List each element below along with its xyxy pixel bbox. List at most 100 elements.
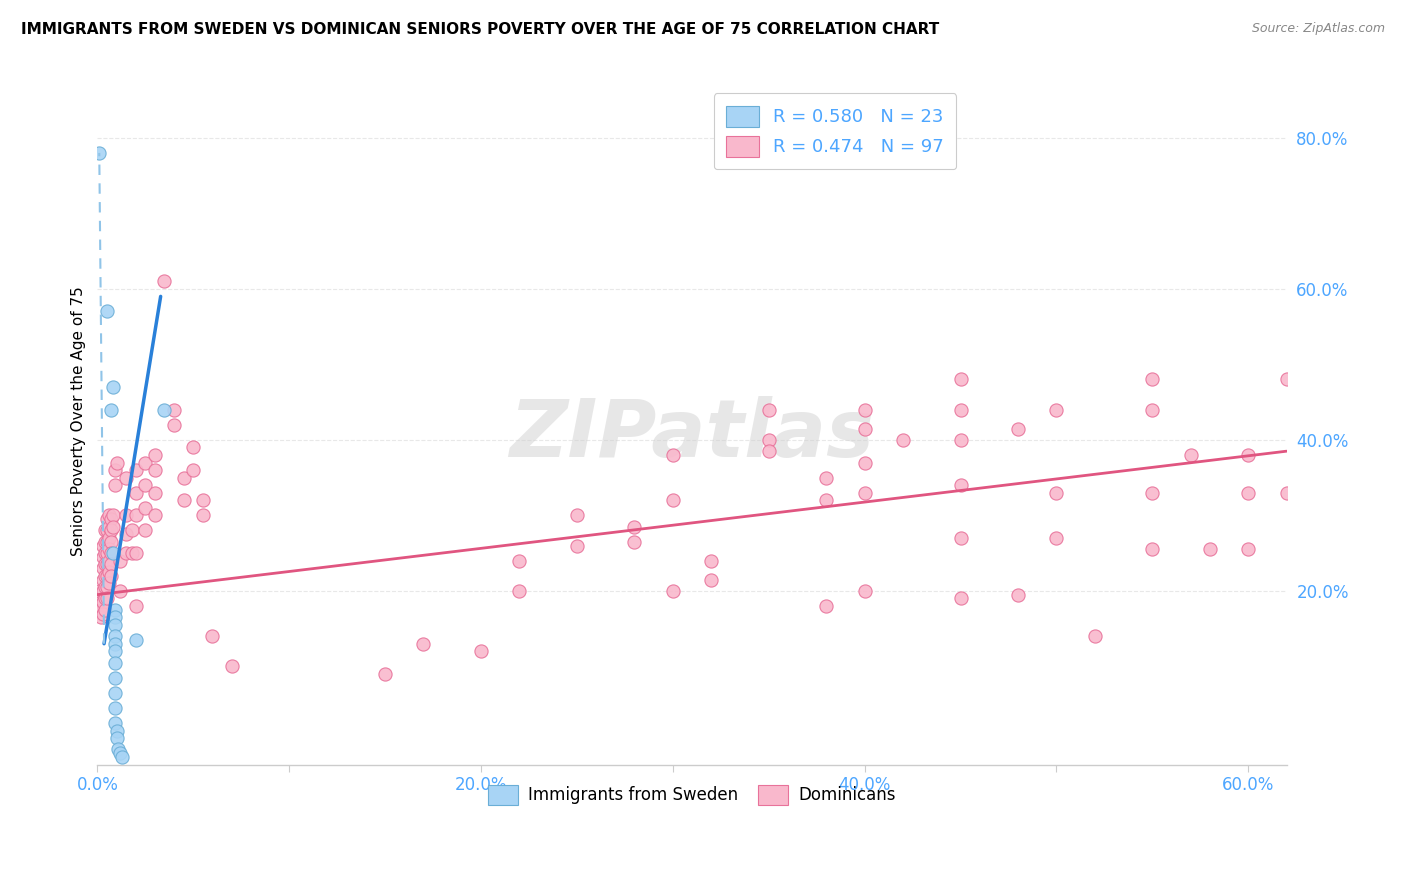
- Point: [1199, 542, 1222, 557]
- Point: [97, 519, 120, 533]
- Point: [1237, 542, 1260, 557]
- Point: [105, 723, 128, 738]
- Point: [758, 433, 780, 447]
- Point: [143, 463, 166, 477]
- Point: [125, 508, 148, 523]
- Point: [163, 417, 186, 432]
- Point: [104, 629, 127, 643]
- Point: [105, 731, 128, 745]
- Point: [104, 603, 127, 617]
- Legend: Immigrants from Sweden, Dominicans: Immigrants from Sweden, Dominicans: [478, 775, 905, 814]
- Point: [470, 644, 492, 658]
- Point: [949, 402, 972, 417]
- Point: [97, 508, 120, 523]
- Point: [89, 145, 111, 160]
- Point: [104, 656, 127, 670]
- Point: [104, 463, 127, 477]
- Point: [94, 580, 117, 594]
- Point: [853, 402, 876, 417]
- Point: [107, 742, 129, 756]
- Point: [97, 542, 120, 557]
- Point: [949, 478, 972, 492]
- Point: [374, 667, 396, 681]
- Point: [1275, 372, 1298, 386]
- Point: [101, 380, 124, 394]
- Point: [1007, 588, 1029, 602]
- Point: [101, 508, 124, 523]
- Point: [143, 448, 166, 462]
- Point: [815, 470, 838, 484]
- Point: [110, 554, 132, 568]
- Point: [815, 493, 838, 508]
- Point: [97, 554, 120, 568]
- Point: [104, 686, 127, 700]
- Point: [110, 583, 132, 598]
- Point: [173, 493, 195, 508]
- Point: [134, 524, 156, 538]
- Point: [623, 519, 645, 533]
- Point: [104, 701, 127, 715]
- Point: [125, 463, 148, 477]
- Point: [163, 402, 186, 417]
- Point: [1045, 485, 1067, 500]
- Point: [700, 554, 723, 568]
- Point: [949, 591, 972, 606]
- Point: [1333, 467, 1355, 481]
- Point: [201, 629, 224, 643]
- Point: [181, 463, 204, 477]
- Point: [100, 546, 122, 560]
- Point: [191, 493, 214, 508]
- Point: [125, 546, 148, 560]
- Point: [104, 610, 127, 624]
- Point: [623, 534, 645, 549]
- Point: [662, 493, 685, 508]
- Point: [115, 508, 138, 523]
- Point: [94, 591, 117, 606]
- Point: [1142, 542, 1164, 557]
- Point: [94, 546, 117, 560]
- Point: [104, 644, 127, 658]
- Point: [90, 603, 112, 617]
- Point: [115, 527, 138, 541]
- Point: [91, 573, 114, 587]
- Point: [90, 610, 112, 624]
- Point: [101, 546, 124, 560]
- Point: [121, 546, 143, 560]
- Point: [104, 671, 127, 685]
- Point: [96, 558, 118, 572]
- Point: [105, 456, 128, 470]
- Point: [949, 531, 972, 545]
- Point: [115, 470, 138, 484]
- Point: [100, 402, 122, 417]
- Point: [115, 546, 138, 560]
- Point: [1180, 448, 1202, 462]
- Point: [565, 508, 588, 523]
- Point: [125, 632, 148, 647]
- Text: ZIPatlas: ZIPatlas: [509, 396, 875, 474]
- Point: [94, 568, 117, 582]
- Point: [891, 433, 914, 447]
- Point: [96, 568, 118, 582]
- Text: Source: ZipAtlas.com: Source: ZipAtlas.com: [1251, 22, 1385, 36]
- Point: [134, 478, 156, 492]
- Point: [700, 573, 723, 587]
- Point: [101, 519, 124, 533]
- Point: [94, 558, 117, 572]
- Point: [565, 539, 588, 553]
- Point: [508, 554, 530, 568]
- Point: [1084, 629, 1107, 643]
- Point: [96, 512, 118, 526]
- Point: [90, 595, 112, 609]
- Point: [815, 599, 838, 613]
- Point: [181, 441, 204, 455]
- Point: [97, 565, 120, 579]
- Point: [662, 448, 685, 462]
- Point: [1142, 402, 1164, 417]
- Point: [134, 500, 156, 515]
- Point: [100, 568, 122, 582]
- Y-axis label: Seniors Poverty Over the Age of 75: Seniors Poverty Over the Age of 75: [72, 286, 86, 556]
- Point: [412, 637, 434, 651]
- Point: [949, 433, 972, 447]
- Point: [153, 274, 176, 288]
- Point: [91, 583, 114, 598]
